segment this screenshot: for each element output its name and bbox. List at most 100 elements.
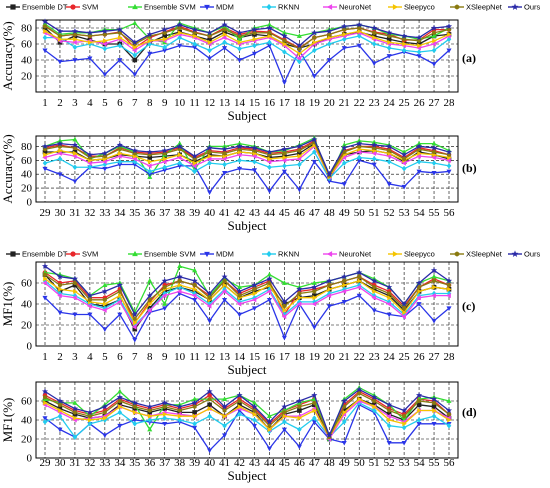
point-rknn-8 — [147, 41, 153, 47]
point-ours-33 — [101, 150, 108, 156]
x-tick-label: 19 — [309, 97, 321, 109]
point-mdm-15 — [251, 306, 258, 311]
point-rknn-52 — [386, 158, 392, 165]
point-rknn-38 — [177, 160, 182, 166]
point-sleepyco-37 — [162, 156, 168, 162]
point-neuronet-12 — [206, 303, 212, 309]
point-ours-52 — [386, 143, 393, 150]
point-sleepyco-13 — [222, 31, 228, 37]
legend-marker-mdm — [204, 4, 210, 11]
point-sleepyco-52 — [387, 417, 392, 423]
x-tick-label: 7 — [132, 97, 138, 109]
point-xsleepnet-23 — [372, 284, 377, 290]
point-sleepyco-30 — [58, 407, 63, 414]
point-xsleepnet-2 — [57, 33, 62, 39]
x-tick-label: 40 — [204, 457, 216, 469]
series-line-xsleepnet — [44, 274, 450, 320]
point-xsleepnet-26 — [417, 38, 422, 44]
point-mdm-1 — [42, 295, 48, 301]
point-ensemble-svm-50 — [356, 138, 362, 143]
point-xsleepnet-14 — [237, 293, 242, 298]
point-mdm-2 — [57, 310, 63, 316]
x-tick-label: 43 — [249, 207, 261, 219]
point-ours-11 — [191, 26, 198, 33]
point-rknn-52 — [386, 422, 392, 429]
legend-label-svm: SVM — [82, 250, 98, 259]
point-ensemble-svm-31 — [72, 136, 78, 142]
point-neuronet-34 — [117, 153, 122, 159]
point-sleepyco-17 — [282, 307, 288, 313]
point-neuronet-13 — [221, 288, 227, 294]
legend-marker-sleepyco — [392, 4, 399, 10]
point-xsleepnet-25 — [402, 36, 407, 42]
legend-marker-ours — [511, 3, 519, 10]
point-sleepyco-29 — [43, 400, 48, 406]
point-xsleepnet-6 — [117, 30, 122, 36]
point-ensemble-dt-52 — [386, 412, 392, 417]
point-rknn-51 — [371, 407, 377, 414]
point-sleepyco-39 — [192, 413, 198, 419]
point-neuronet-10 — [176, 288, 182, 294]
point-xsleepnet-56 — [447, 412, 451, 417]
point-mdm-14 — [236, 58, 243, 63]
legend-marker-mdm — [204, 251, 210, 258]
point-xsleepnet-52 — [387, 408, 392, 413]
x-axis-label: Subject — [228, 218, 267, 233]
point-sleepyco-22 — [357, 278, 362, 284]
point-ours-20 — [326, 27, 333, 34]
series-line-rknn — [44, 151, 450, 180]
legend-label-neuronet: NeuroNet — [339, 3, 372, 12]
point-neuronet-15 — [251, 297, 257, 303]
point-sleepyco-30 — [58, 148, 63, 154]
point-ensemble-dt-7 — [132, 326, 138, 332]
point-ours-5 — [101, 27, 108, 34]
legend-label-xsleepnet: XSleepNet — [466, 250, 503, 259]
point-sleepyco-3 — [73, 36, 78, 42]
point-mdm-23 — [371, 61, 377, 66]
point-sleepyco-39 — [192, 160, 198, 166]
point-mdm-28 — [446, 306, 452, 311]
point-sleepyco-19 — [312, 295, 318, 301]
point-sleepyco-29 — [43, 152, 48, 158]
x-tick-label: 19 — [309, 351, 321, 363]
point-neuronet-27 — [431, 41, 436, 47]
point-ensemble-dt-51 — [371, 402, 377, 408]
point-sleepyco-3 — [73, 288, 78, 294]
point-ours-35 — [131, 399, 138, 406]
point-ours-54 — [416, 392, 423, 398]
point-ensemble-svm-54 — [416, 140, 422, 146]
point-rknn-16 — [267, 39, 272, 46]
point-mdm-9 — [162, 306, 168, 311]
point-sleepyco-23 — [372, 35, 377, 41]
x-tick-label: 14 — [234, 97, 246, 109]
point-ours-37 — [161, 147, 168, 154]
point-sleepyco-23 — [372, 288, 377, 294]
series-line-rknn — [44, 402, 450, 438]
point-mdm-10 — [177, 43, 183, 49]
x-tick-label: 35 — [129, 207, 141, 219]
point-ours-25 — [401, 32, 408, 39]
point-mdm-52 — [386, 182, 392, 187]
x-tick-label: 38 — [174, 207, 186, 219]
point-sleepyco-25 — [402, 309, 407, 315]
point-sleepyco-21 — [342, 282, 348, 288]
x-tick-label: 32 — [84, 207, 95, 219]
x-tick-label: 49 — [339, 207, 351, 219]
point-xsleepnet-50 — [357, 391, 362, 396]
legend-marker-neuronet — [326, 251, 333, 257]
point-mdm-37 — [162, 421, 168, 427]
point-xsleepnet-20 — [327, 32, 332, 37]
x-tick-label: 6 — [117, 97, 123, 109]
point-sleepyco-20 — [327, 35, 333, 41]
point-sleepyco-2 — [58, 286, 63, 292]
x-tick-label: 2 — [57, 351, 63, 363]
x-tick-label: 15 — [249, 97, 261, 109]
series-line-sleepyco — [44, 30, 450, 55]
point-sleepyco-10 — [177, 30, 183, 36]
point-mdm-33 — [102, 433, 108, 438]
point-ours-47 — [311, 136, 318, 143]
point-xsleepnet-13 — [222, 27, 227, 32]
x-tick-label: 21 — [339, 351, 350, 363]
x-tick-label: 16 — [264, 97, 276, 109]
y-tick-label: 40 — [21, 299, 33, 311]
